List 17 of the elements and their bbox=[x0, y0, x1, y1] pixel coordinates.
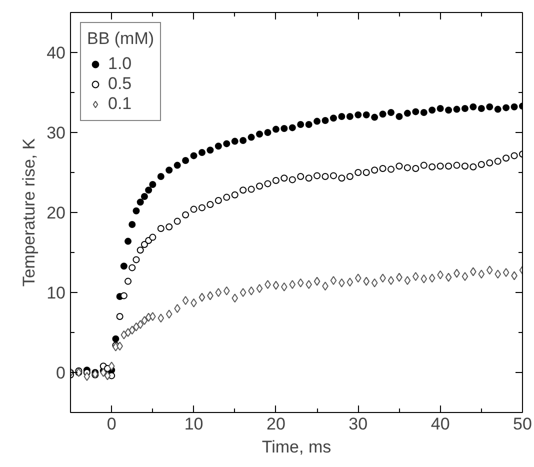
legend-label: 0.1 bbox=[108, 94, 132, 114]
x-tick-label: 20 bbox=[266, 414, 286, 434]
x-tick-label: 40 bbox=[430, 414, 450, 434]
y-tick-label: 40 bbox=[46, 44, 66, 62]
x-axis-title: Time, ms bbox=[262, 438, 332, 456]
y-tick-label: 0 bbox=[56, 364, 66, 382]
x-tick-label: 50 bbox=[513, 414, 532, 434]
y-axis-title: Temperature rise, K bbox=[20, 138, 39, 287]
x-tick-label: 10 bbox=[184, 414, 204, 434]
y-tick-label: 30 bbox=[46, 124, 66, 142]
legend-label: 0.5 bbox=[108, 74, 132, 94]
legend-title: BB (mM) bbox=[87, 29, 154, 49]
legend-label: 1.0 bbox=[108, 54, 132, 74]
x-tick-label: 30 bbox=[348, 414, 368, 434]
y-tick-label: 20 bbox=[46, 204, 66, 222]
y-tick-label: 10 bbox=[46, 284, 66, 302]
x-tick-label: 0 bbox=[106, 414, 116, 434]
